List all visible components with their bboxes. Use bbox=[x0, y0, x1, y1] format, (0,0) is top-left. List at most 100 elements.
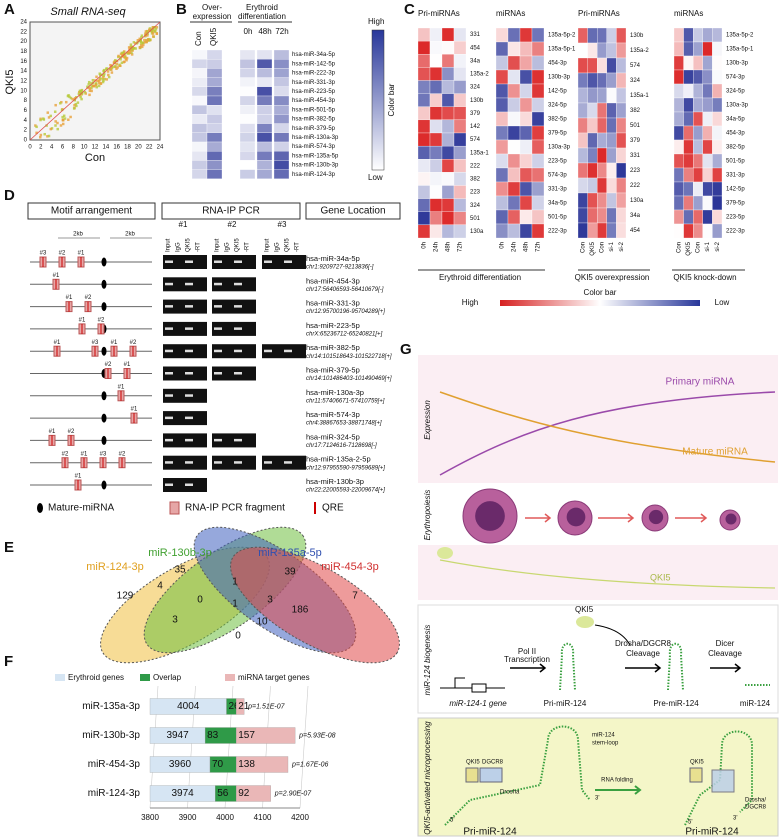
heatmap-cell bbox=[616, 177, 627, 194]
gene-name: hsa-miR-382-5p bbox=[306, 343, 360, 352]
heatmap-cell bbox=[239, 59, 256, 69]
column-label: 48h bbox=[446, 242, 452, 252]
row-label: 135a-2 bbox=[470, 72, 489, 78]
column-label: 0h bbox=[244, 27, 253, 36]
gene-name: hsa-miR-331-3p bbox=[306, 299, 360, 308]
column-label: 0h bbox=[500, 242, 506, 249]
heatmap-cell bbox=[429, 159, 443, 173]
region-count: 0 bbox=[197, 595, 203, 606]
scatter-point bbox=[88, 89, 92, 93]
row-label: 142-5p bbox=[548, 89, 567, 95]
heatmap-cell bbox=[531, 97, 545, 113]
heatmap-cell bbox=[417, 80, 431, 94]
heatmap-cell bbox=[239, 49, 256, 60]
gene-location: chr12:97955590-97959689[+] bbox=[306, 465, 385, 471]
qki5-protein bbox=[437, 547, 453, 559]
arrow bbox=[710, 663, 742, 673]
x-tick-label: 14 bbox=[102, 145, 109, 151]
scatter-point bbox=[54, 124, 57, 127]
motif-label: #2 bbox=[105, 362, 112, 368]
bar bbox=[236, 785, 271, 802]
region-count: 186 bbox=[292, 605, 309, 616]
scatter-point bbox=[134, 47, 137, 50]
heatmap-cell bbox=[206, 141, 223, 152]
heatmap-cell bbox=[273, 123, 290, 133]
heatmap-cell bbox=[597, 102, 607, 119]
column-label: 0h bbox=[422, 242, 428, 249]
heatmap-cell bbox=[519, 69, 533, 85]
row-label: 324-5p bbox=[548, 103, 567, 109]
heatmap-cell bbox=[273, 59, 290, 69]
scatter-point bbox=[90, 84, 93, 88]
x-tick-label: 2 bbox=[39, 145, 43, 151]
heatmap-cell bbox=[453, 224, 467, 239]
heatmap-cell bbox=[239, 77, 256, 87]
gel-band bbox=[234, 305, 242, 308]
heatmap-cell bbox=[597, 177, 607, 194]
tss bbox=[454, 677, 465, 688]
hairpin bbox=[667, 642, 684, 691]
bar bbox=[236, 698, 245, 715]
heatmap-cell bbox=[417, 54, 431, 68]
panel-label: C bbox=[404, 1, 415, 18]
column-label: 48h bbox=[524, 242, 530, 252]
y-axis-label: QKI5 bbox=[4, 69, 16, 94]
row-label: 135a-1 bbox=[630, 93, 649, 99]
heatmap-cell bbox=[683, 69, 694, 85]
scatter-point bbox=[88, 87, 92, 90]
scatter-point bbox=[155, 32, 159, 36]
heatmap-cell bbox=[495, 27, 509, 43]
lane-label: IgG bbox=[225, 242, 231, 252]
heatmap-cell bbox=[507, 181, 521, 197]
lane-label: Input bbox=[215, 238, 221, 252]
heatmap-cell bbox=[606, 72, 617, 89]
x-tick-label: 4000 bbox=[216, 813, 234, 822]
header-box bbox=[305, 202, 401, 220]
heatmap-cell bbox=[191, 49, 208, 60]
step-label: Pol II bbox=[518, 647, 536, 656]
value-label: 138 bbox=[238, 759, 255, 770]
column-group: Erythroid bbox=[246, 3, 278, 12]
heatmap-cell bbox=[587, 42, 598, 59]
heatmap-cell bbox=[577, 27, 588, 44]
mature-mirna bbox=[101, 279, 107, 289]
heatmap-cell bbox=[507, 167, 521, 183]
gene-location: chr1:9209727-9213836[-] bbox=[306, 265, 374, 271]
gel-band bbox=[185, 394, 193, 397]
species-label: Pre-miR-124 bbox=[653, 699, 699, 708]
heatmap-cell bbox=[519, 181, 533, 197]
row-label: 135a-5p-2 bbox=[548, 33, 576, 39]
heatmap-cell bbox=[429, 185, 443, 199]
heatmap-cell bbox=[683, 55, 694, 71]
row-label: 222 bbox=[470, 163, 481, 169]
heatmap-cell bbox=[597, 117, 607, 134]
heatmap-cell bbox=[495, 223, 509, 239]
gel-band bbox=[214, 461, 222, 464]
gene-location: chr17:56406593-56410679[-] bbox=[306, 287, 384, 293]
exon bbox=[471, 683, 487, 693]
gel-band bbox=[185, 438, 193, 442]
heatmap-cell bbox=[507, 55, 521, 71]
heatmap-cell bbox=[693, 97, 703, 113]
row-label: 223 bbox=[470, 190, 481, 196]
gene-name: hsa-miR-130b-3p bbox=[306, 477, 364, 486]
y-tick-label: 4 bbox=[24, 118, 28, 124]
x-tick-label: 4 bbox=[50, 145, 54, 151]
heatmap-cell bbox=[417, 172, 431, 186]
heatmap-cell bbox=[531, 139, 545, 155]
scatter-point bbox=[125, 58, 128, 62]
column-label: Con bbox=[580, 242, 586, 253]
column-label: Con bbox=[676, 242, 682, 253]
row-label: 130a bbox=[630, 198, 644, 204]
x-tick-label: 0 bbox=[28, 145, 32, 151]
heatmap-cell bbox=[495, 111, 509, 127]
species-label: Pri-miR-124 bbox=[544, 699, 587, 708]
heatmap-cell bbox=[453, 40, 467, 55]
heatmap-cell bbox=[239, 123, 256, 133]
heatmap-cell bbox=[531, 41, 545, 57]
heatmap-cell bbox=[673, 181, 684, 197]
row-label: 130b bbox=[470, 98, 484, 104]
y-tick-label: 0 bbox=[24, 138, 28, 144]
x-tick-label: 4100 bbox=[254, 813, 272, 822]
heatmap-cell bbox=[206, 169, 223, 179]
